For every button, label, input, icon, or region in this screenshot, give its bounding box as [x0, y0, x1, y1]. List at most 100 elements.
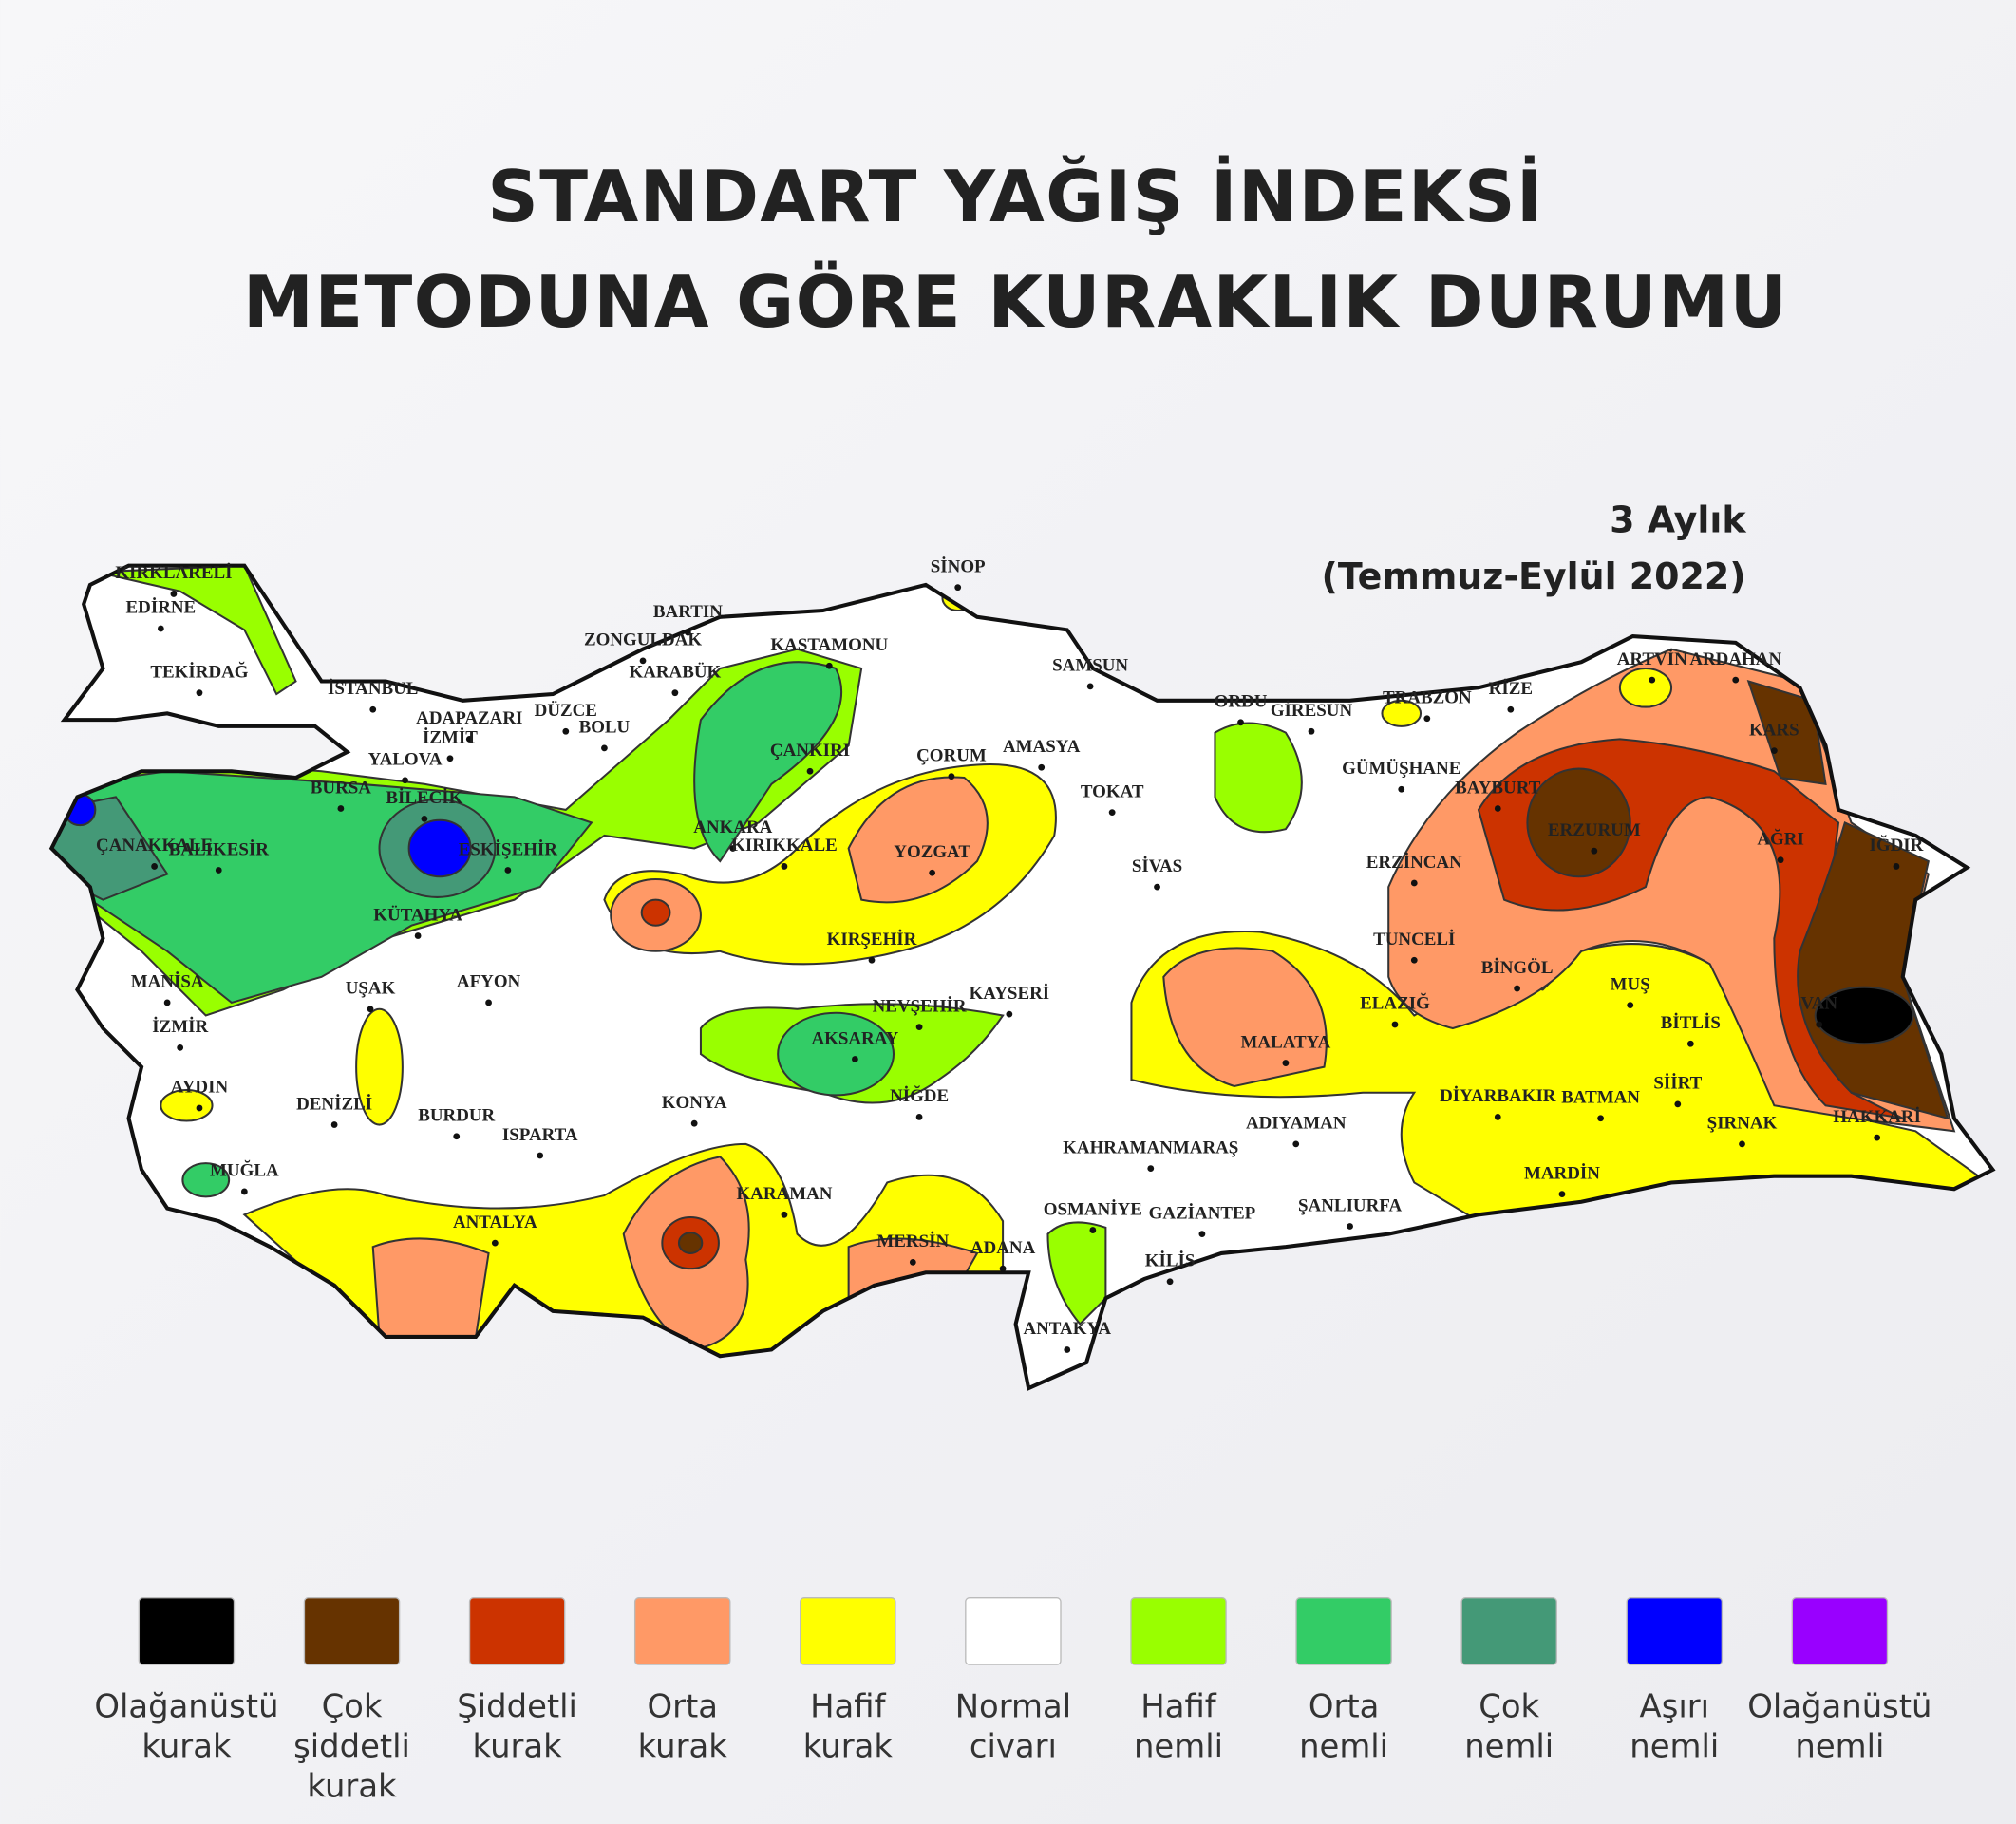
legend-swatch — [1626, 1597, 1724, 1665]
city-dot — [690, 1119, 698, 1127]
city-dot — [446, 755, 454, 762]
zone — [1214, 722, 1303, 834]
city-label: İZMİT — [423, 727, 478, 747]
city-dot — [1739, 1140, 1745, 1148]
city-dot — [1893, 863, 1900, 870]
city-label: BURSA — [311, 778, 372, 798]
city-label: GÜMÜŞHANE — [1342, 759, 1460, 779]
city-dot — [1732, 676, 1740, 684]
city-dot — [369, 705, 377, 713]
city-label: TUNCELİ — [1373, 930, 1455, 950]
city-label: ŞIRNAK — [1707, 1114, 1778, 1134]
city-label: KAYSERİ — [970, 984, 1050, 1004]
city-label: GAZİANTEP — [1149, 1203, 1256, 1223]
city-label: RİZE — [1489, 679, 1533, 699]
map — [51, 566, 2006, 1388]
city-dot — [915, 1114, 923, 1120]
city-label: TEKİRDAĞ — [150, 661, 248, 682]
city-label: KÜTAHYA — [373, 905, 462, 925]
legend-label: kurak — [638, 1728, 728, 1765]
city-label: AKSARAY — [811, 1028, 898, 1048]
city-dot — [601, 744, 608, 752]
city-label: SİİRT — [1653, 1074, 1702, 1094]
legend-swatch — [965, 1597, 1062, 1665]
legend-label: Orta — [1309, 1688, 1380, 1725]
zone — [160, 1088, 214, 1122]
legend-swatch — [800, 1597, 896, 1665]
city-label: İZMİR — [152, 1017, 208, 1037]
zone — [1162, 947, 1328, 1087]
city-label: ZONGULDAK — [584, 630, 702, 650]
legend-label: civarı — [970, 1728, 1057, 1765]
city-label: BURDUR — [418, 1105, 495, 1125]
city-dot — [453, 1133, 461, 1140]
city-label: SİVAS — [1132, 856, 1182, 876]
city-label: IĞDIR — [1870, 835, 1924, 856]
city-dot — [367, 1006, 374, 1013]
legend-label: nemli — [1134, 1728, 1223, 1765]
city-dot — [151, 863, 158, 870]
city-label: HAKKARİ — [1833, 1107, 1921, 1127]
city-label: ARTVİN — [1617, 649, 1687, 669]
legend-swatch — [1295, 1597, 1392, 1665]
city-label: ÇANAKKALE — [96, 836, 213, 856]
city-label: KIRŞEHİR — [827, 930, 917, 950]
city-label: ANKARA — [693, 818, 772, 837]
city-dot — [1874, 1134, 1881, 1141]
city-dot — [491, 1239, 499, 1247]
zone — [640, 898, 671, 927]
city-label: BOLU — [579, 718, 631, 738]
city-label: MALATYA — [1241, 1032, 1331, 1052]
city-dot — [1507, 705, 1515, 713]
legend-label: kurak — [803, 1728, 894, 1765]
city-label: KARS — [1749, 720, 1799, 740]
city-dot — [954, 584, 962, 592]
city-label: YALOVA — [368, 749, 443, 769]
city-label: SİNOP — [931, 556, 986, 576]
zone — [371, 1237, 490, 1338]
city-dot — [1147, 1165, 1155, 1172]
city-dot — [948, 773, 955, 780]
city-dot — [999, 1265, 1007, 1272]
legend-label: nemli — [1795, 1728, 1884, 1765]
city-label: MUĞLA — [210, 1160, 279, 1181]
city-label: ARDAHAN — [1689, 649, 1781, 669]
city-label: UŞAK — [346, 978, 396, 998]
city-label: MUŞ — [1611, 974, 1650, 994]
legend-label: Aşırı — [1640, 1688, 1709, 1725]
city-label: KARABÜK — [629, 662, 721, 682]
city-dot — [685, 629, 691, 636]
city-dot — [1423, 715, 1431, 723]
city-label: ANTAKYA — [1023, 1319, 1111, 1339]
city-dot — [1686, 1040, 1694, 1047]
city-label: ADANA — [970, 1238, 1036, 1258]
zone — [1797, 821, 1950, 1120]
city-dot — [157, 625, 164, 632]
city-dot — [163, 999, 171, 1006]
city-dot — [465, 736, 473, 743]
city-label: ADIYAMAN — [1246, 1114, 1347, 1134]
city-dot — [825, 662, 833, 669]
legend-swatch — [1791, 1597, 1889, 1665]
zone — [847, 776, 989, 904]
city-label: DÜZCE — [535, 701, 597, 721]
zone — [693, 661, 843, 863]
city-label: KARAMAN — [736, 1184, 832, 1204]
city-dot — [1627, 1002, 1634, 1009]
legend-label: Orta — [647, 1688, 718, 1725]
city-label: ADAPAZARI — [416, 708, 522, 728]
city-dot — [421, 815, 428, 822]
city-dot — [1108, 809, 1116, 816]
city-dot — [537, 1152, 544, 1159]
city-label: TOKAT — [1081, 781, 1144, 801]
city-label: BİLECİK — [386, 788, 462, 808]
city-label: ORDU — [1215, 692, 1268, 712]
city-dot — [1591, 847, 1598, 855]
city-label: ERZURUM — [1548, 820, 1641, 840]
city-dot — [729, 845, 737, 852]
city-label: KIRKLARELİ — [115, 563, 232, 583]
city-dot — [1649, 676, 1656, 684]
legend-label: kurak — [473, 1728, 563, 1765]
zone — [181, 1162, 231, 1198]
